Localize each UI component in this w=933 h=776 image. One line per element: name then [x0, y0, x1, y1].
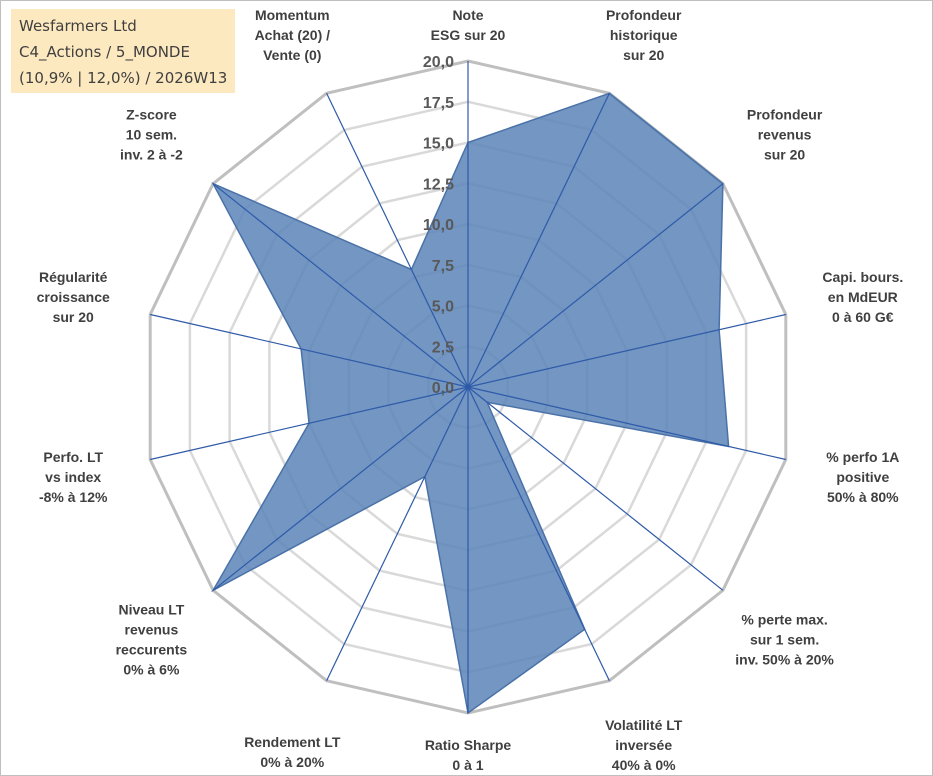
axis-spoke: [467, 93, 610, 388]
axis-spoke: [212, 183, 469, 388]
tick-label: 7,5: [432, 258, 454, 275]
axis-spoke: [467, 386, 786, 461]
axis-label: Rendement LT 0% à 20%: [244, 734, 341, 770]
axis-label: Profondeur historique sur 20: [606, 7, 682, 63]
series-layer: [211, 92, 730, 715]
tick-label: 5,0: [432, 299, 454, 316]
tick-label: 20,0: [423, 54, 454, 71]
axis-spoke: [326, 386, 469, 681]
series-area: [211, 92, 730, 715]
axis-spoke: [326, 93, 469, 388]
tick-label: 2,5: [432, 339, 454, 356]
axis-label: Volatilité LT inversée 40% à 0%: [605, 717, 683, 773]
tick-label: 10,0: [423, 217, 454, 234]
tick-label: 15,0: [423, 136, 454, 153]
axis-label: Capi. bours. en MdEUR 0 à 60 G€: [822, 269, 903, 325]
tick-label: 17,5: [423, 95, 454, 112]
axis-label: Profondeur revenus sur 20: [747, 107, 823, 163]
stats-label: (10,9% | 12,0%) / 2026W13: [19, 69, 228, 87]
axis-label: Momentum Achat (20) / Vente (0): [255, 7, 331, 63]
axis-label: Note ESG sur 20: [431, 7, 506, 43]
axis-label: Z-score 10 sem. inv. 2 à -2: [120, 107, 183, 163]
axis-spoke: [467, 386, 610, 681]
axis-spoke: [150, 386, 469, 461]
info-box: Wesfarmers Ltd C4_Actions / 5_MONDE (10,…: [11, 9, 235, 93]
axis-label: Régularité croissance sur 20: [37, 269, 110, 325]
axis-spoke: [212, 386, 469, 591]
axis-spoke: [150, 313, 469, 388]
tick-label: 0,0: [432, 380, 454, 397]
axis-label: % perte max. sur 1 sem. inv. 50% à 20%: [735, 612, 834, 668]
axis-labels: Note ESG sur 20 Profondeur historique sur 20…: [37, 7, 904, 773]
axis-spoke: [467, 313, 786, 388]
company-name: Wesfarmers Ltd: [19, 17, 137, 35]
axis-spokes: [150, 61, 786, 713]
axis-label: Perfo. LT vs index -8% à 12%: [39, 449, 108, 505]
axis-label: Ratio Sharpe 0 à 1: [425, 737, 512, 773]
axis-label: Niveau LT revenus reccurents 0% à 6%: [116, 602, 188, 678]
axis-spoke: [467, 183, 724, 388]
category-label: C4_Actions / 5_MONDE: [19, 43, 190, 61]
axis-label: % perfo 1A positive 50% à 80%: [826, 449, 899, 505]
tick-label: 12,5: [423, 176, 454, 193]
axis-spoke: [467, 386, 724, 591]
tick-labels: 0,0 2,5 5,0 7,5 10,0 12,5 15,0 17,5 20,0: [423, 54, 454, 397]
